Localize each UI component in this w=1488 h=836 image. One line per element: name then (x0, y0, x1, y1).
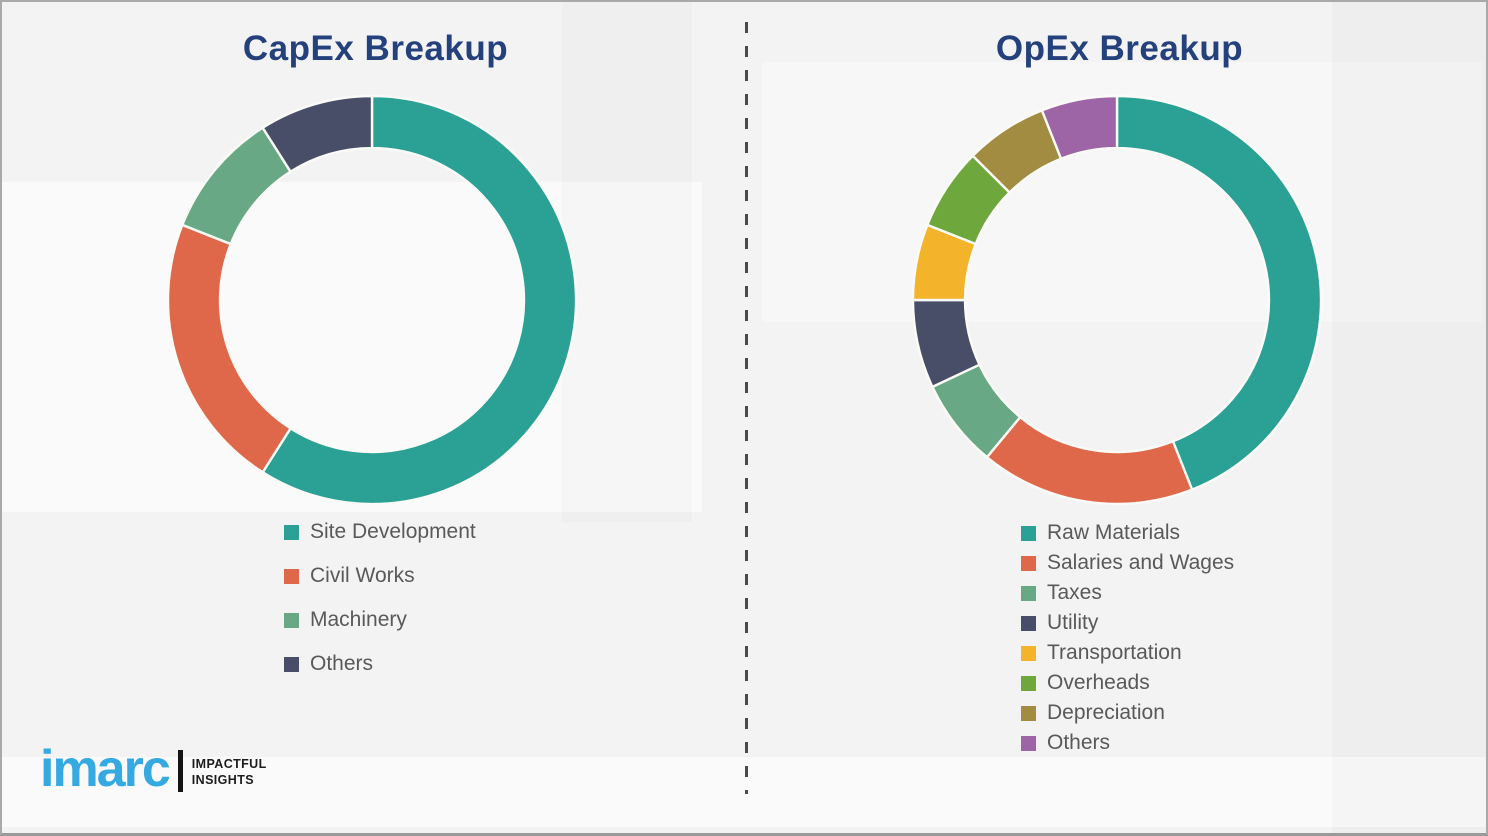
capex-chart-title: CapEx Breakup (242, 29, 509, 68)
legend-swatch (1021, 705, 1036, 721)
legend-item-overheads: Overheads (1021, 668, 1234, 698)
legend-swatch (1021, 735, 1036, 751)
opex-chart-title: OpEx Breakup (995, 29, 1244, 68)
legend-item-others: Others (1021, 728, 1234, 758)
imarc-logo-wordmark: imarc (40, 740, 171, 798)
legend-label: Transportation (1047, 641, 1182, 664)
legend-item-depreciation: Depreciation (1021, 698, 1234, 728)
legend-swatch (1021, 525, 1036, 541)
legend-swatch (284, 612, 299, 628)
legend-label: Utility (1047, 611, 1099, 634)
logo-divider-bar (177, 750, 183, 792)
donut-segment-salaries-and-wages (985, 415, 1194, 506)
legend-label: Machinery (310, 608, 407, 631)
legend-label: Raw Materials (1047, 521, 1181, 544)
dashed-divider (745, 22, 748, 794)
legend-item-others: Others (284, 642, 476, 686)
donut-segment-site-development (261, 94, 578, 506)
donut-segment-raw-materials (1115, 94, 1323, 492)
donut-segment-others (261, 94, 374, 174)
background-texture (1332, 2, 1486, 833)
donut-segment-civil-works (166, 223, 293, 474)
logo-tagline: IMPACTFUL INSIGHTS (192, 756, 267, 789)
legend-label: Civil Works (310, 564, 415, 587)
legend-item-taxes: Taxes (1021, 578, 1234, 608)
legend-swatch (284, 568, 299, 584)
opex-legend: Raw Materials Salaries and Wages Taxes Util… (1021, 518, 1234, 758)
legend-item-site-development: Site Development (284, 510, 476, 554)
legend-swatch (1021, 675, 1036, 691)
legend-item-utility: Utility (1021, 608, 1234, 638)
legend-item-machinery: Machinery (284, 598, 476, 642)
legend-label: Site Development (310, 520, 476, 543)
legend-label: Depreciation (1047, 701, 1165, 724)
legend-swatch (1021, 645, 1036, 661)
legend-label: Others (1047, 731, 1111, 754)
donut-segment-others (1040, 94, 1119, 161)
imarc-logo: imarc IMPACTFUL INSIGHTS (40, 743, 267, 795)
capex-donut-chart (166, 94, 578, 506)
logo-tagline-line2: INSIGHTS (191, 773, 254, 787)
legend-item-raw-materials: Raw Materials (1021, 518, 1234, 548)
legend-label: Salaries and Wages (1047, 551, 1235, 574)
legend-swatch (284, 524, 299, 540)
legend-label: Others (310, 652, 374, 675)
legend-item-transportation: Transportation (1021, 638, 1234, 668)
legend-swatch (1021, 615, 1036, 631)
legend-swatch (284, 656, 299, 672)
background-texture (562, 2, 692, 522)
legend-swatch (1021, 555, 1036, 571)
legend-label: Overheads (1047, 671, 1150, 694)
logo-tagline-line1: IMPACTFUL (191, 756, 267, 771)
legend-swatch (1021, 585, 1036, 601)
legend-item-civil-works: Civil Works (284, 554, 476, 598)
legend-item-salaries-and-wages: Salaries and Wages (1021, 548, 1234, 578)
capex-legend: Site Development Civil Works Machinery Othe… (284, 510, 476, 686)
opex-donut-chart (911, 94, 1323, 506)
legend-label: Taxes (1047, 581, 1102, 604)
